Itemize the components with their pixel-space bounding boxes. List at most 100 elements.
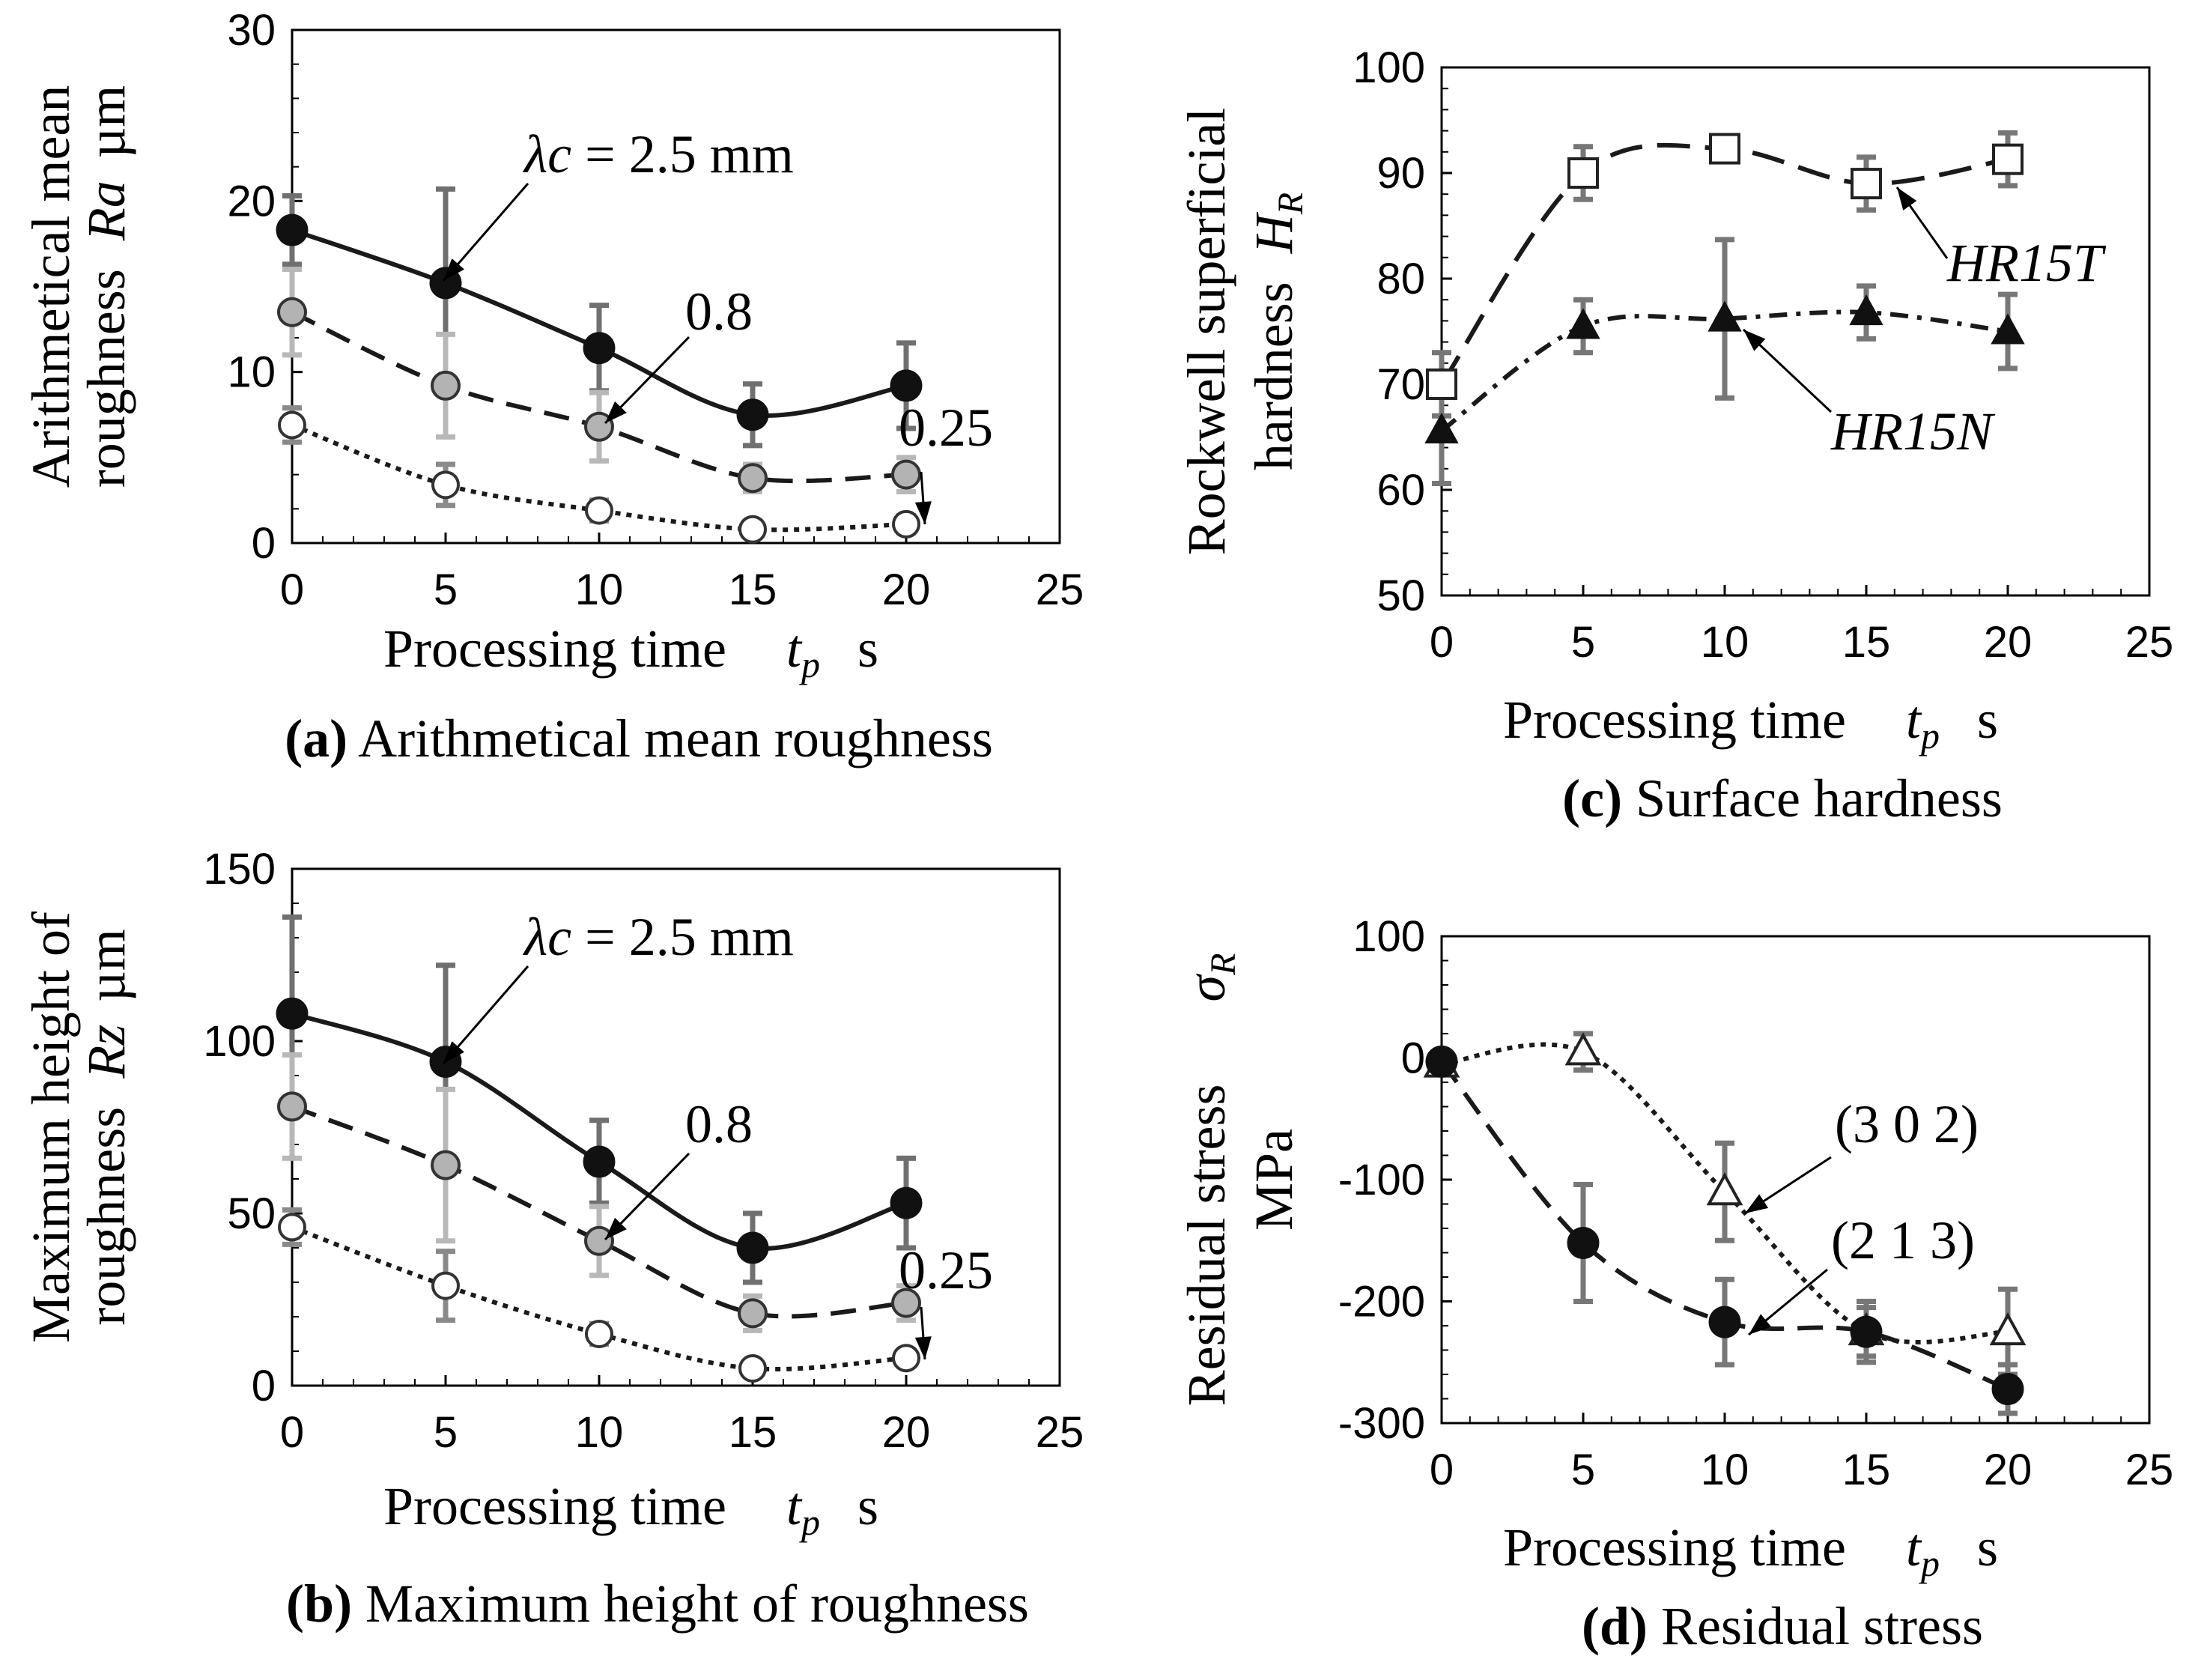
x-tick-label: 5 xyxy=(434,1408,458,1457)
data-point-b-s1-p3 xyxy=(738,1298,768,1329)
x-tick-label: 5 xyxy=(434,565,458,614)
annotation-arrowhead xyxy=(605,1217,627,1240)
x-tick-label: 0 xyxy=(1430,1446,1454,1494)
x-tick-label: 5 xyxy=(1571,618,1595,667)
x-tick-label: 0 xyxy=(280,1408,304,1457)
series-curve-0-25 xyxy=(291,422,907,533)
data-point-a-s2-p2 xyxy=(585,496,613,525)
data-point-a-s1-p4 xyxy=(891,459,921,490)
data-point-c-s1-p4 xyxy=(1991,313,2025,345)
x-tick-label: 20 xyxy=(882,1408,931,1457)
data-point-d-s1-p1 xyxy=(1567,1227,1600,1259)
data-point-b-s2-p1 xyxy=(431,1271,460,1300)
x-tick-label: 10 xyxy=(1701,618,1749,667)
y-tick-label: 0 xyxy=(252,1362,276,1410)
y-tick-label: 60 xyxy=(1376,466,1425,515)
annotation-arrowhead xyxy=(443,258,464,281)
panel-a-chart: 0 10 20 30 0 5 10 15 20 25 λc = 2.5 mm 0.8 0.25 Proce… xyxy=(21,6,1084,768)
y-axis-title-line2: roughness Raµm xyxy=(76,85,136,488)
data-point-a-s0-p0 xyxy=(276,213,309,246)
data-point-c-s1-p1 xyxy=(1566,308,1600,339)
x-axis-title: Processing time tp s xyxy=(1503,690,1998,756)
data-point-a-s2-p4 xyxy=(892,509,920,539)
y-tick-label: 10 xyxy=(227,348,276,397)
annotation-label: 0.25 xyxy=(899,398,993,458)
data-point-c-s0-p3 xyxy=(1851,168,1882,200)
annotation-label: HR15N xyxy=(1830,401,1996,461)
annotation-arrowhead xyxy=(443,1041,464,1064)
y-axis-title-line2: MPa xyxy=(1244,1129,1304,1231)
panel-caption: (c) Surface hardness xyxy=(1562,768,2003,828)
x-tick-label: 15 xyxy=(1842,1446,1891,1494)
series-curve-HR15N xyxy=(1440,309,2009,433)
data-point-b-s2-p0 xyxy=(278,1213,306,1242)
annotation-label: (2 1 3) xyxy=(1831,1210,1975,1270)
data-point-a-s1-p3 xyxy=(738,463,768,494)
x-tick-label: 25 xyxy=(1036,565,1084,614)
plot-area-c xyxy=(1440,66,2151,597)
data-point-c-s0-p2 xyxy=(1709,133,1740,165)
x-tick-label: 25 xyxy=(1036,1408,1084,1457)
panel-c-chart: 50 60 70 80 90 100 0 5 10 15 20 25 HR15T HR15N Process… xyxy=(1177,43,2173,828)
data-point-d-s1-p2 xyxy=(1708,1306,1741,1338)
x-axis-title: Processing time tp s xyxy=(1503,1517,1998,1584)
data-point-a-s2-p0 xyxy=(278,410,306,440)
data-point-b-s2-p4 xyxy=(892,1344,920,1373)
y-tick-label: 100 xyxy=(1353,43,1425,92)
data-point-d-s1-p3 xyxy=(1850,1315,1883,1348)
data-point-b-s0-p2 xyxy=(583,1145,616,1178)
x-tick-label: 10 xyxy=(575,1408,624,1457)
annotation-label: 0.8 xyxy=(685,282,753,342)
data-point-b-s2-p3 xyxy=(738,1354,767,1383)
y-axis-title-line2: roughness Rzµm xyxy=(76,929,136,1325)
annotation-label: λc = 2.5 mm xyxy=(523,907,794,967)
data-point-a-s1-p2 xyxy=(584,411,614,442)
y-tick-label: -300 xyxy=(1338,1399,1425,1448)
data-point-a-s0-p2 xyxy=(583,332,616,365)
y-tick-label: 80 xyxy=(1376,255,1425,303)
data-point-c-s0-p1 xyxy=(1567,157,1599,189)
data-point-a-s0-p4 xyxy=(890,369,923,402)
annotation-arrowhead xyxy=(1745,1194,1769,1213)
y-tick-label: 30 xyxy=(227,6,276,55)
x-tick-label: 0 xyxy=(1430,618,1454,667)
y-axis-title-line1: Rockwell superficial xyxy=(1177,108,1236,556)
data-point-a-s0-p3 xyxy=(736,398,769,431)
series-curve--2-1-3- xyxy=(1439,1060,2009,1392)
data-point-a-s2-p1 xyxy=(431,470,460,500)
annotation-arrowhead xyxy=(605,401,627,423)
x-tick-label: 20 xyxy=(882,565,931,614)
y-axis-title-line1: Residual stressσR xyxy=(1177,953,1243,1407)
data-point-b-s0-p4 xyxy=(890,1186,923,1219)
x-tick-label: 20 xyxy=(1984,1446,2033,1494)
x-tick-label: 15 xyxy=(729,565,777,614)
data-point-a-s2-p3 xyxy=(738,515,767,544)
panel-caption: (d) Residual stress xyxy=(1582,1596,1983,1656)
annotation-arrowhead xyxy=(1749,1314,1772,1335)
y-tick-label: 0 xyxy=(1401,1034,1425,1083)
annotation-arrowhead xyxy=(1743,330,1766,351)
data-point-a-s1-p0 xyxy=(277,297,307,327)
data-point-c-s1-p0 xyxy=(1424,412,1459,444)
annotation-label: 0.25 xyxy=(899,1240,993,1300)
data-point-d-s0-p4 xyxy=(1989,1311,2027,1346)
y-axis-title-line1: Maximum height of xyxy=(21,912,81,1343)
data-point-c-s1-p3 xyxy=(1849,294,1883,326)
annotation-label: (3 0 2) xyxy=(1835,1094,1979,1154)
data-point-c-s0-p0 xyxy=(1426,369,1457,400)
data-point-c-s1-p2 xyxy=(1707,300,1742,332)
y-axis-title-line1: Arithmetical mean xyxy=(21,85,81,488)
x-tick-label: 20 xyxy=(1984,618,2033,667)
series-curve--3-0-2- xyxy=(1441,1042,2009,1344)
panel-caption: (b) Maximum height of roughness xyxy=(286,1574,1029,1634)
annotation-arrowhead xyxy=(914,1336,932,1359)
x-axis-title: Processing time tp s xyxy=(383,619,878,685)
annotation-label: 0.8 xyxy=(685,1094,753,1154)
annotation-arrowhead xyxy=(1897,187,1917,210)
y-tick-label: 100 xyxy=(1353,912,1425,961)
data-point-b-s1-p4 xyxy=(891,1288,921,1318)
panel-b-chart: 0 50 100 150 0 5 10 15 20 25 λc = 2.5 mm 0.8 0.25 Pro… xyxy=(21,845,1084,1634)
data-point-d-s0-p1 xyxy=(1564,1032,1602,1066)
x-axis-title: Processing time tp s xyxy=(383,1476,878,1543)
